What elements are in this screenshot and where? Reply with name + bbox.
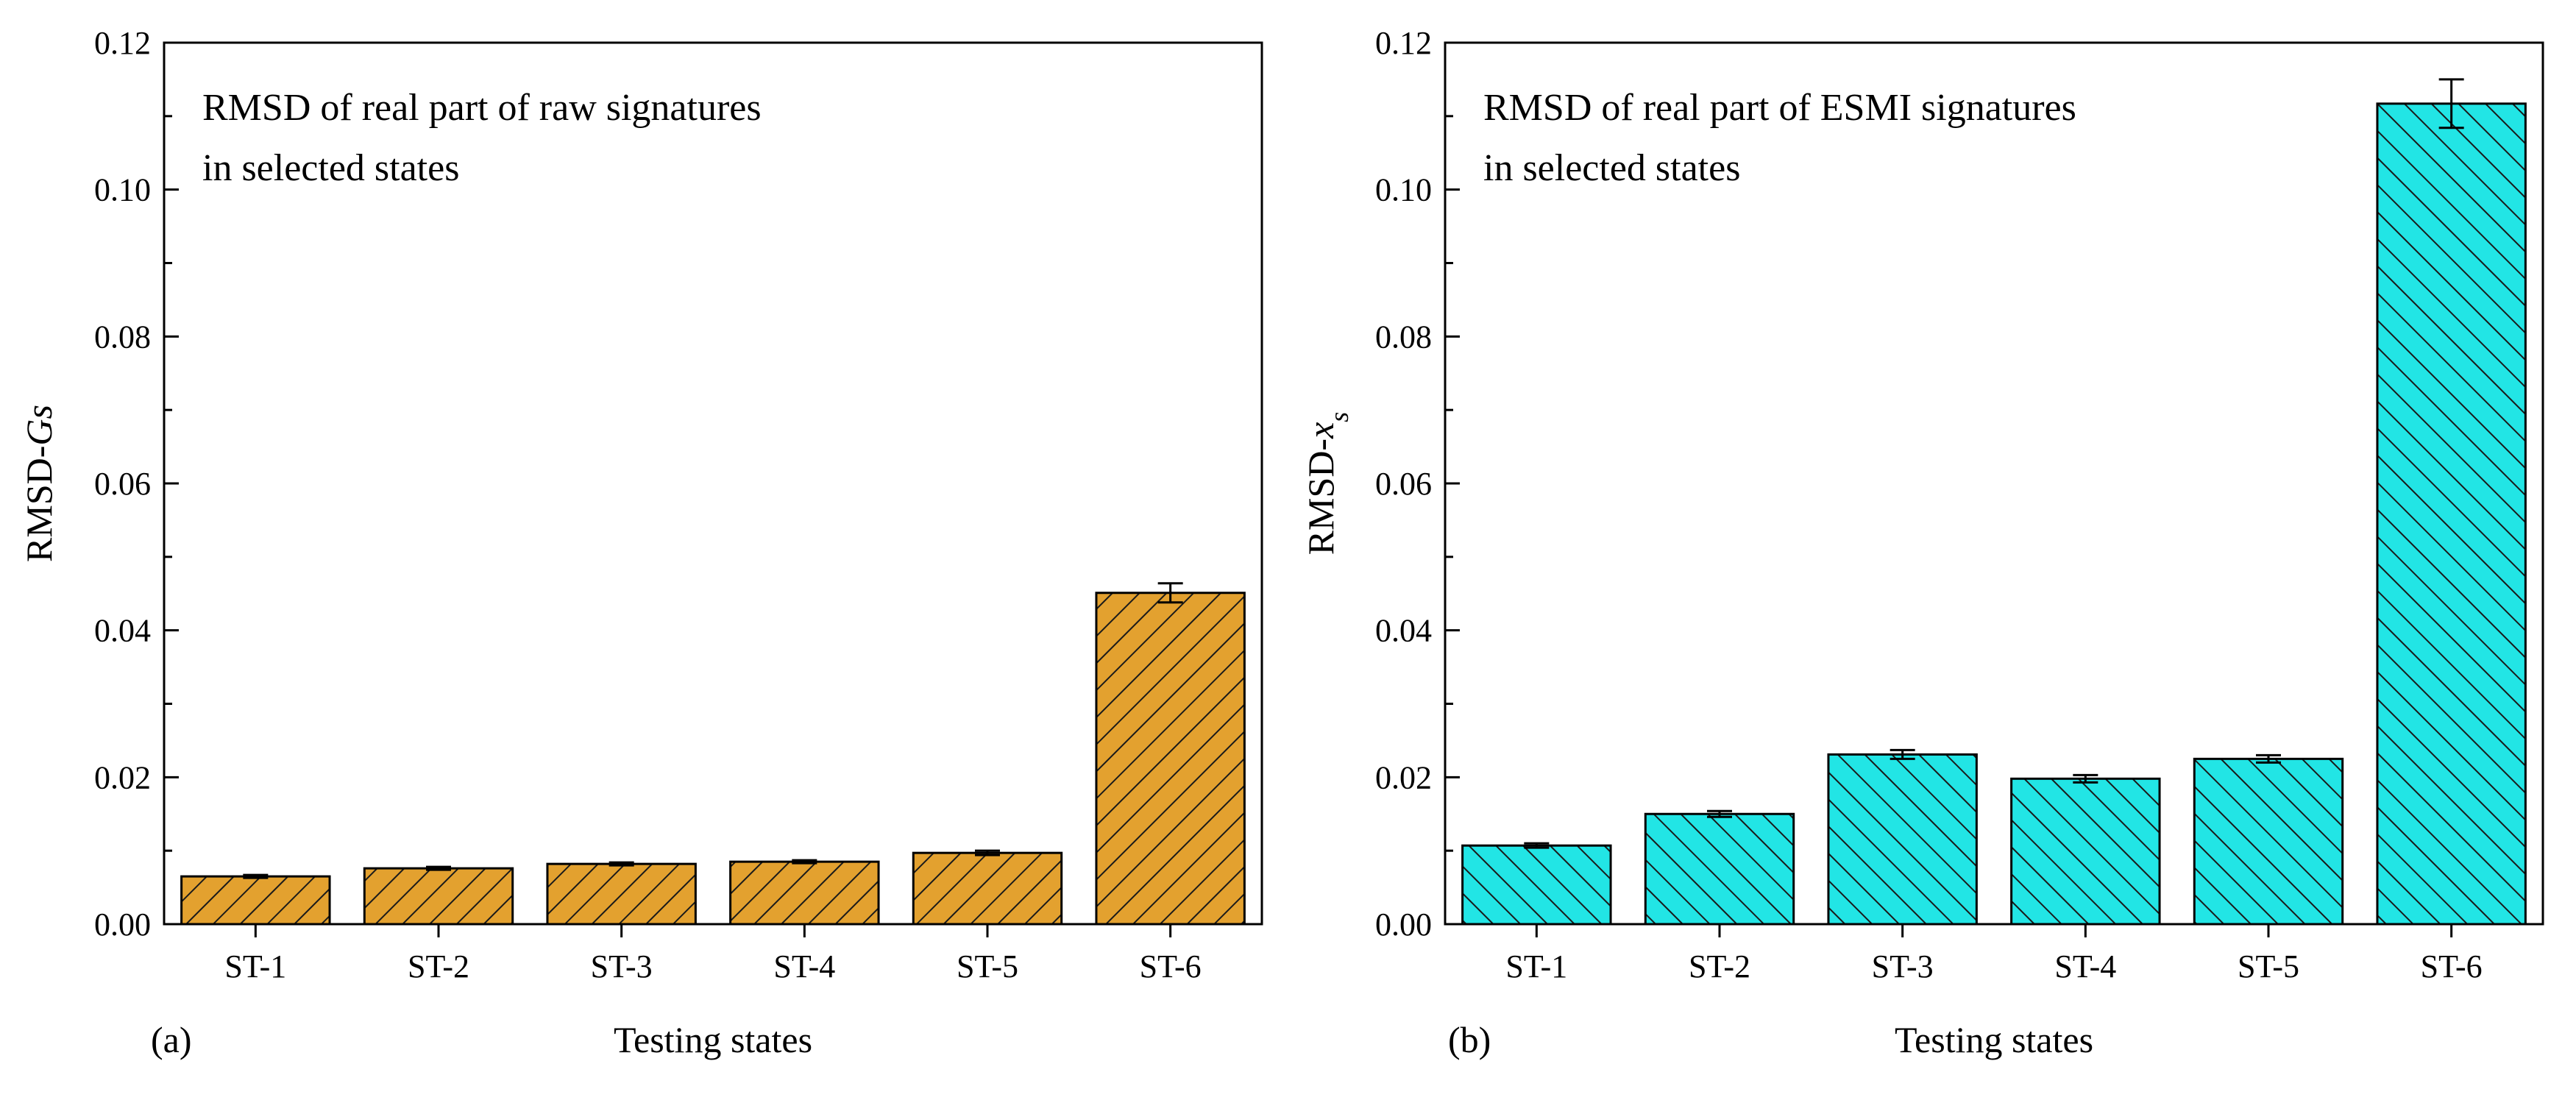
x-tick-label: ST-3 bbox=[591, 948, 653, 984]
error-bar-st-4 bbox=[792, 859, 817, 865]
x-axis-ticks-a: ST-1 ST-2 ST-3 ST-4 ST-5 ST-6 bbox=[224, 924, 1202, 984]
y-axis-title-prefix-a: RMSD- bbox=[18, 446, 60, 562]
bar-group-b bbox=[1461, 102, 2527, 926]
y-tick-label: 0.04 bbox=[1375, 613, 1432, 649]
error-bar-st-2 bbox=[1707, 809, 1732, 818]
x-tick-label: ST-4 bbox=[773, 948, 835, 984]
y-axis-title-b: RMSD-xs bbox=[1300, 412, 1354, 556]
chart-panel-a: 0.000.020.040.060.080.100.12 ST-1 ST-2 ST-… bbox=[18, 25, 1263, 1060]
bar-st-5 bbox=[912, 851, 1063, 926]
error-bar-group-b bbox=[1524, 78, 2464, 849]
bar-st-6 bbox=[2376, 102, 2527, 926]
x-tick-label: ST-4 bbox=[2054, 948, 2116, 984]
error-bar-group-a bbox=[243, 582, 1183, 879]
annotation-line-2-a: in selected states bbox=[202, 147, 459, 189]
panel-label-a: (a) bbox=[151, 1019, 192, 1060]
y-tick-label: 0.04 bbox=[94, 613, 151, 649]
y-axis-title-symbol-b: x bbox=[1300, 422, 1341, 439]
y-tick-label: 0.08 bbox=[94, 319, 151, 355]
x-tick-label: ST-5 bbox=[957, 948, 1018, 984]
bar-st-2 bbox=[363, 867, 514, 926]
error-bar-st-2 bbox=[426, 865, 451, 871]
error-bar-st-1 bbox=[1524, 842, 1550, 849]
y-tick-label: 0.10 bbox=[94, 172, 151, 208]
x-tick-label: ST-6 bbox=[2421, 948, 2483, 984]
bar-st-2 bbox=[1644, 812, 1795, 926]
x-tick-label: ST-2 bbox=[408, 948, 469, 984]
bar-st-3 bbox=[1827, 753, 1978, 926]
error-bar-st-6 bbox=[2438, 78, 2464, 129]
x-axis-title-a: Testing states bbox=[614, 1019, 812, 1060]
error-bar-st-1 bbox=[243, 873, 269, 879]
y-axis-title-subscript-b: s bbox=[1324, 412, 1354, 422]
error-bar-st-3 bbox=[1890, 748, 1915, 760]
bar-st-6 bbox=[1095, 592, 1246, 926]
y-tick-label: 0.12 bbox=[1375, 25, 1432, 61]
error-bar-st-6 bbox=[1157, 582, 1183, 604]
bar-st-1 bbox=[1461, 844, 1612, 926]
y-tick-label: 0.08 bbox=[1375, 319, 1432, 355]
y-tick-label: 0.06 bbox=[94, 466, 151, 502]
panel-label-b: (b) bbox=[1448, 1019, 1491, 1060]
annotation-line-1-b: RMSD of real part of ESMI signatures bbox=[1483, 87, 2076, 129]
x-axis-ticks-b: ST-1 ST-2 ST-3 ST-4 ST-5 ST-6 bbox=[1505, 924, 2483, 984]
x-tick-label: ST-5 bbox=[2238, 948, 2299, 984]
bar-st-4 bbox=[729, 860, 880, 926]
y-axis-title-prefix-b: RMSD- bbox=[1300, 439, 1341, 555]
x-tick-label: ST-6 bbox=[1140, 948, 1202, 984]
error-bar-st-5 bbox=[975, 849, 1000, 856]
y-axis-ticks-a: 0.00 0.02 0.04 0.06 0.08 0.10 0.12 bbox=[94, 25, 179, 943]
bar-st-5 bbox=[2193, 757, 2344, 926]
y-axis-ticks-b: 0.00 0.02 0.04 0.06 0.08 0.10 0.12 bbox=[1375, 25, 1460, 943]
y-tick-label: 0.10 bbox=[1375, 172, 1432, 208]
bar-st-4 bbox=[2010, 777, 2161, 926]
x-axis-title-b: Testing states bbox=[1895, 1019, 2093, 1060]
annotation-line-2-b: in selected states bbox=[1483, 147, 1740, 189]
x-tick-label: ST-1 bbox=[224, 948, 286, 984]
y-tick-label: 0.06 bbox=[1375, 466, 1432, 502]
y-tick-label: 0.12 bbox=[94, 25, 151, 61]
error-bar-st-5 bbox=[2256, 753, 2281, 764]
y-tick-label: 0.02 bbox=[94, 759, 151, 795]
x-tick-label: ST-3 bbox=[1872, 948, 1934, 984]
annotation-line-1-a: RMSD of real part of raw signatures bbox=[202, 87, 762, 129]
y-axis-title-symbol-a: Gs bbox=[18, 405, 60, 446]
y-tick-label: 0.00 bbox=[1375, 906, 1432, 943]
y-axis-title-a: RMSD-Gs bbox=[18, 405, 60, 562]
bar-st-1 bbox=[180, 875, 331, 926]
chart-panel-b: 0.000.020.040.060.080.100.12 ST-1 ST-2 ST-… bbox=[1300, 25, 2544, 1060]
error-bar-st-4 bbox=[2073, 773, 2098, 784]
y-tick-label: 0.02 bbox=[1375, 759, 1432, 795]
bar-st-3 bbox=[546, 862, 697, 926]
x-tick-label: ST-2 bbox=[1689, 948, 1750, 984]
bar-group-a bbox=[180, 592, 1246, 926]
error-bar-st-3 bbox=[608, 861, 634, 867]
x-tick-label: ST-1 bbox=[1505, 948, 1567, 984]
y-tick-label: 0.00 bbox=[94, 906, 151, 943]
